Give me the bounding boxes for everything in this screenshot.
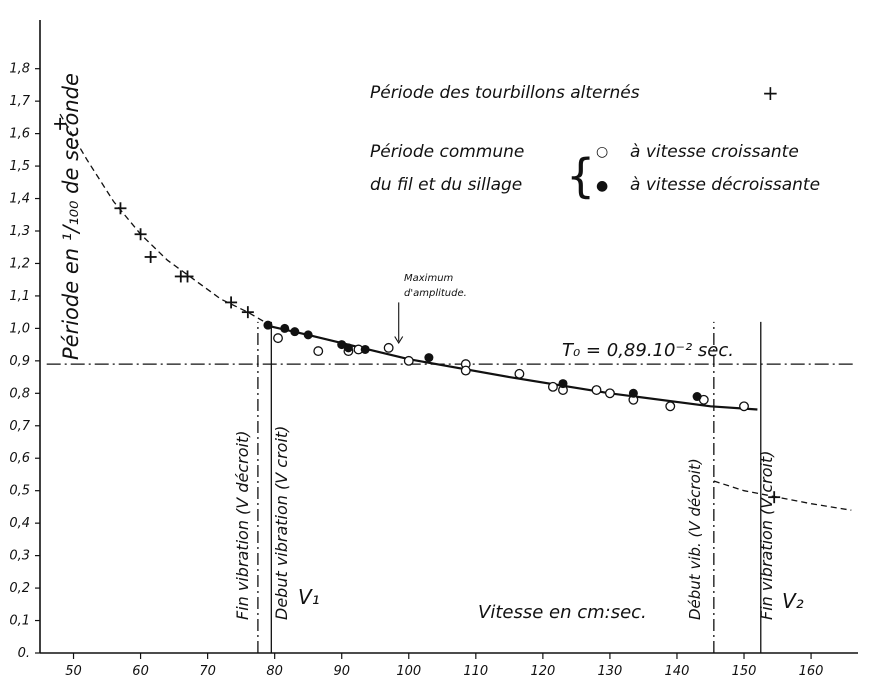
open-point bbox=[604, 388, 615, 399]
y-tick-label: 0,9 bbox=[9, 354, 30, 369]
y-tick-label: 0,5 bbox=[9, 484, 30, 499]
open-point bbox=[313, 346, 324, 357]
x-tick-label: 60 bbox=[132, 664, 149, 677]
legend-cross-symbol: + bbox=[762, 81, 779, 105]
y-tick-label: 0,2 bbox=[9, 581, 30, 596]
marker-label-fin-vibration-croit: Fin vibration (V croit) bbox=[757, 451, 776, 620]
filled-point bbox=[280, 323, 290, 333]
y-axis-label: Période en ¹/₁₀₀ de seconde bbox=[59, 73, 83, 360]
x-tick-label: 110 bbox=[463, 664, 488, 677]
y-tick-label: 0,6 bbox=[9, 451, 30, 466]
filled-point bbox=[424, 353, 434, 363]
x-tick-label: 130 bbox=[598, 664, 623, 677]
fitted-curves bbox=[59, 113, 852, 511]
open-point bbox=[514, 368, 525, 379]
y-tick-label: 0,4 bbox=[9, 516, 30, 531]
y-tick-label: 1,4 bbox=[9, 192, 30, 207]
cross-point bbox=[768, 491, 781, 504]
cross-point bbox=[144, 250, 157, 263]
legend-brace: { bbox=[566, 149, 595, 203]
x-tick-label: 90 bbox=[333, 664, 350, 677]
open-point bbox=[383, 342, 394, 353]
marker-label-debut-vib-decroit: Début vib. (V décroit) bbox=[686, 458, 704, 620]
open-point bbox=[403, 355, 414, 366]
filled-point bbox=[263, 320, 273, 330]
y-tick-label: 0,8 bbox=[9, 386, 30, 401]
cross-point bbox=[114, 202, 127, 215]
legend-common-line2: du fil et du sillage bbox=[370, 175, 522, 195]
x-tick-label: 140 bbox=[665, 664, 690, 677]
y-tick-label: 1,2 bbox=[9, 256, 30, 271]
legend-filled-symbol: ● bbox=[596, 178, 608, 194]
annotation-line2: d'amplitude. bbox=[404, 288, 467, 299]
cross-point bbox=[225, 296, 238, 309]
solid-curve bbox=[264, 324, 758, 411]
filled-point bbox=[692, 392, 702, 402]
filled-point bbox=[290, 327, 300, 337]
filled-point bbox=[343, 343, 353, 353]
filled-point bbox=[360, 344, 370, 354]
x-tick-label: 100 bbox=[396, 664, 421, 677]
open-point bbox=[665, 401, 676, 412]
y-tick-label: 1,1 bbox=[9, 289, 30, 304]
y-tick-label: 0. bbox=[18, 646, 30, 661]
cross-point bbox=[181, 270, 194, 283]
open-point bbox=[547, 381, 558, 392]
dashed-curve-right bbox=[713, 480, 852, 511]
y-tick-label: 1,5 bbox=[9, 159, 30, 174]
v2-label: V₂ bbox=[782, 589, 804, 613]
legend-cross-label: Période des tourbillons alternés bbox=[370, 83, 640, 103]
y-tick-label: 0,7 bbox=[9, 419, 30, 434]
filled-point bbox=[337, 340, 347, 350]
legend-open-label: à vitesse croissante bbox=[630, 142, 799, 162]
open-point bbox=[739, 401, 749, 412]
x-tick-label: 80 bbox=[266, 664, 283, 677]
reference-line-label: T₀ = 0,89.10⁻² sec. bbox=[562, 340, 734, 361]
x-tick-label: 70 bbox=[199, 664, 216, 677]
y-tick-label: 1,7 bbox=[9, 94, 30, 109]
x-axis-label: Vitesse en cm:sec. bbox=[478, 602, 647, 623]
y-tick-label: 1,6 bbox=[9, 127, 30, 142]
reference-lines bbox=[46, 302, 854, 653]
filled-point bbox=[558, 379, 568, 389]
open-point bbox=[591, 385, 602, 396]
legend-common-line1: Période commune bbox=[370, 142, 524, 162]
filled-point bbox=[628, 388, 638, 398]
y-tick-label: 0,1 bbox=[9, 614, 30, 629]
open-point bbox=[273, 333, 283, 344]
y-tick-label: 1,0 bbox=[9, 321, 30, 336]
cross-point bbox=[241, 306, 254, 319]
x-tick-label: 150 bbox=[732, 664, 757, 677]
dashed-curve-left bbox=[59, 113, 265, 323]
data-points bbox=[54, 117, 781, 504]
cross-point bbox=[134, 228, 147, 241]
y-tick-label: 1,3 bbox=[9, 224, 30, 239]
v1-label: V₁ bbox=[298, 585, 320, 609]
x-tick-label: 160 bbox=[799, 664, 824, 677]
annotation-arrow-head bbox=[394, 336, 404, 345]
legend: Période des tourbillons alternés + Pério… bbox=[370, 81, 820, 203]
x-tick-label: 120 bbox=[530, 664, 555, 677]
legend-open-symbol: ○ bbox=[596, 144, 608, 160]
legend-filled-label: à vitesse décroissante bbox=[630, 175, 820, 195]
open-point bbox=[460, 365, 471, 376]
y-tick-label: 0,3 bbox=[9, 549, 30, 564]
y-tick-label: 1,8 bbox=[9, 62, 30, 77]
marker-label-debut-vibration-croit: Debut vibration (V croit) bbox=[272, 426, 291, 620]
x-tick-label: 50 bbox=[65, 664, 82, 677]
annotation-line1: Maximum bbox=[404, 273, 454, 284]
marker-label-fin-vibration-decroit: Fin vibration (V décroit) bbox=[233, 431, 252, 620]
filled-point bbox=[303, 330, 313, 340]
cross-point bbox=[54, 117, 67, 130]
axes: 50 60 70 80 90 100 110 120 130 140 150 160 0. 0,1 0,2 0… bbox=[9, 20, 858, 677]
